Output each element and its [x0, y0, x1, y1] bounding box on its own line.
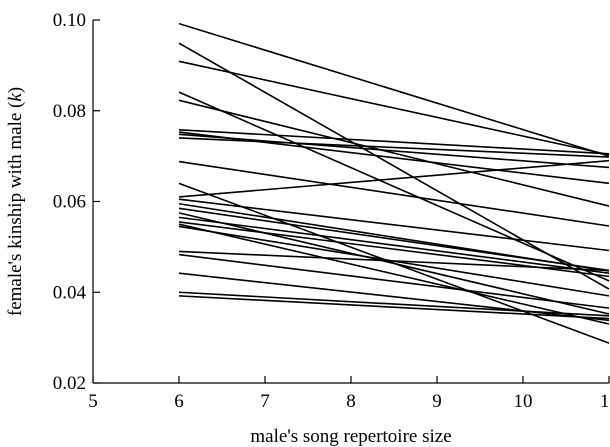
- series-line-21: [178, 250, 610, 272]
- series-line-1: [178, 22, 610, 157]
- series-line-5: [178, 99, 610, 207]
- series-line-19: [178, 223, 610, 325]
- series-line-8: [178, 133, 610, 169]
- x-tick-label: 8: [346, 391, 356, 412]
- series-line-12: [178, 159, 610, 198]
- series-line-10: [178, 160, 610, 227]
- x-axis-ticks: 5 6 7 8 9 10 11: [88, 376, 610, 412]
- y-tick-label: 0.10: [53, 10, 86, 31]
- y-axis-label-suffix: ): [5, 87, 26, 93]
- series-line-9: [178, 137, 610, 158]
- y-axis-label-prefix: female's kinship with male (: [5, 102, 26, 316]
- series-line-2: [178, 42, 610, 290]
- y-axis-ticks: 0.02 0.04 0.06 0.08 0.10: [53, 10, 100, 394]
- y-tick-label: 0.08: [53, 101, 86, 122]
- x-tick-label: 6: [174, 391, 184, 412]
- x-tick-label: 7: [260, 391, 270, 412]
- y-tick-label: 0.06: [53, 192, 86, 213]
- series-line-17: [178, 216, 610, 274]
- series-line-22: [178, 253, 610, 309]
- series-line-6: [178, 129, 610, 155]
- x-tick-label: 10: [514, 391, 533, 412]
- x-tick-label: 11: [600, 391, 610, 412]
- series-line-23: [178, 272, 610, 322]
- y-axis-label: female's kinship with male (k): [5, 87, 26, 316]
- series-line-3: [178, 60, 610, 156]
- plot-marks: [178, 22, 610, 344]
- x-axis-label: male's song repertoire size: [250, 426, 451, 447]
- series-line-24: [178, 291, 610, 317]
- series-line-4: [178, 91, 610, 282]
- series-line-16: [178, 212, 610, 315]
- x-tick-label: 5: [88, 391, 98, 412]
- y-axis-label-variable: k: [5, 93, 26, 102]
- series-line-13: [178, 198, 610, 252]
- x-tick-label: 9: [432, 391, 442, 412]
- y-tick-label: 0.02: [53, 373, 86, 394]
- series-line-15: [178, 207, 610, 272]
- series-line-25: [178, 295, 610, 320]
- y-tick-label: 0.04: [53, 282, 87, 303]
